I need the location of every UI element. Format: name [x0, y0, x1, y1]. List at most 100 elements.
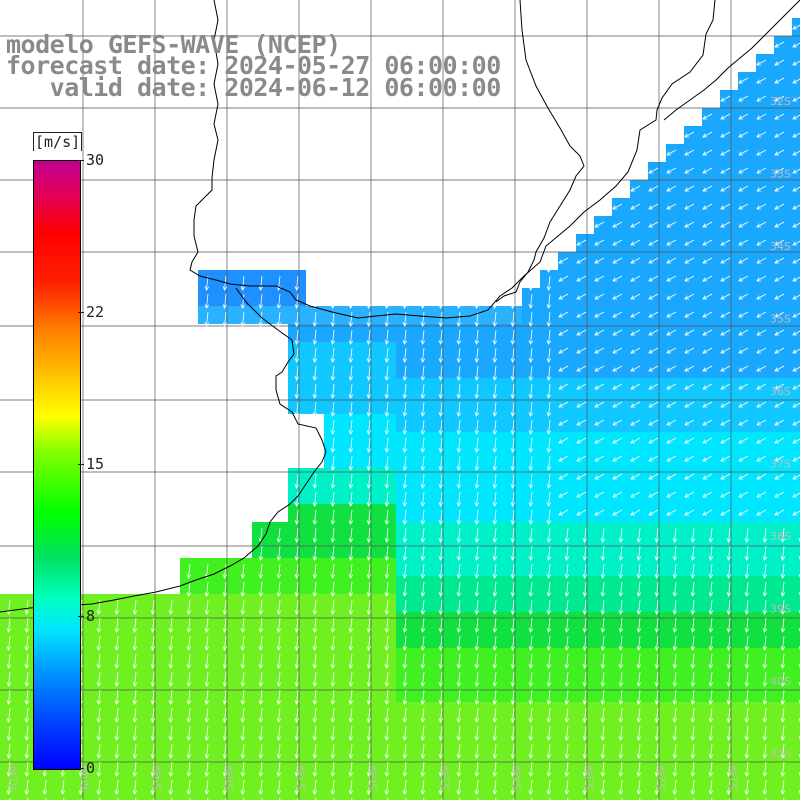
wind-cell	[414, 594, 432, 612]
wind-arrow	[492, 329, 498, 345]
wind-arrow	[348, 617, 354, 633]
wind-arrow	[792, 78, 800, 84]
wind-arrow	[792, 402, 800, 408]
wind-arrow	[492, 635, 498, 651]
wind-cell	[756, 72, 774, 90]
wind-arrow	[630, 293, 641, 300]
wind-cell	[306, 522, 324, 540]
wind-arrow	[798, 538, 800, 542]
wind-cell	[774, 558, 792, 576]
wind-cell	[684, 702, 702, 720]
wind-arrow	[474, 725, 480, 741]
wind-cell	[288, 702, 306, 720]
wind-cell	[738, 558, 756, 576]
wind-arrow	[756, 95, 767, 102]
wind-cell	[18, 792, 36, 800]
wind-cell	[540, 738, 558, 756]
wind-cell	[774, 774, 792, 792]
wind-cell	[432, 558, 450, 576]
wind-cell	[270, 522, 288, 540]
wind-cell	[432, 414, 450, 432]
wind-cell	[90, 666, 108, 684]
wind-arrow	[330, 779, 336, 795]
wind-cell	[108, 738, 126, 756]
wind-cell	[702, 288, 720, 306]
wind-cell	[450, 504, 468, 522]
wind-cell	[774, 612, 792, 630]
wind-arrow	[726, 599, 732, 615]
wind-cell	[774, 396, 792, 414]
wind-cell	[594, 378, 612, 396]
wind-cell	[702, 180, 720, 198]
wind-cell	[648, 504, 666, 522]
wind-cell	[522, 468, 540, 486]
wind-cell	[450, 360, 468, 378]
wind-arrow	[294, 581, 300, 597]
wind-cell	[648, 360, 666, 378]
wind-arrow	[474, 347, 480, 363]
wind-arrow	[474, 491, 480, 507]
wind-arrow	[528, 509, 534, 525]
wind-arrow	[438, 707, 444, 723]
wind-cell	[450, 792, 468, 800]
legend-tick-mark	[78, 616, 84, 617]
wind-arrow	[312, 491, 318, 507]
wind-arrow	[654, 527, 660, 543]
wind-cell	[720, 774, 738, 792]
wind-cell	[720, 468, 738, 486]
wind-arrow	[546, 329, 552, 345]
wind-arrow	[630, 311, 641, 318]
wind-arrow	[708, 671, 714, 687]
wind-cell	[702, 738, 720, 756]
wind-arrow	[612, 365, 623, 372]
wind-cell	[720, 558, 738, 576]
wind-arrow	[546, 401, 552, 417]
wind-cell	[108, 666, 126, 684]
wind-cell	[558, 558, 576, 576]
wind-arrow	[492, 437, 498, 453]
wind-cell	[792, 774, 800, 792]
wind-cell	[396, 378, 414, 396]
wind-arrow	[366, 725, 372, 741]
wind-arrow	[258, 689, 264, 705]
wind-arrow	[492, 365, 498, 381]
wind-cell	[702, 270, 720, 288]
wind-arrow	[438, 545, 444, 561]
wind-cell	[108, 774, 126, 792]
wind-arrow	[348, 761, 354, 777]
wind-arrow	[492, 599, 498, 615]
wind-cell	[378, 720, 396, 738]
wind-arrow	[348, 401, 354, 417]
wind-arrow	[510, 761, 516, 777]
wind-cell	[576, 486, 594, 504]
wind-cell	[90, 684, 108, 702]
wind-cell	[450, 306, 468, 324]
wind-cell	[198, 648, 216, 666]
wind-cell	[306, 540, 324, 558]
wind-cell	[72, 792, 90, 800]
wind-arrow	[684, 509, 695, 516]
wind-arrow	[330, 671, 336, 687]
wind-arrow	[600, 545, 606, 561]
wind-cell	[792, 540, 800, 558]
wind-cell	[486, 774, 504, 792]
wind-arrow	[702, 293, 713, 300]
wind-cell	[378, 432, 396, 450]
wind-cell	[756, 666, 774, 684]
wind-arrow	[774, 41, 785, 48]
wind-arrow	[600, 779, 606, 795]
wind-arrow	[744, 743, 750, 759]
wind-cell	[504, 486, 522, 504]
wind-arrow	[780, 563, 786, 579]
wind-cell	[648, 738, 666, 756]
wind-cell	[558, 720, 576, 738]
wind-arrow	[774, 419, 785, 426]
wind-arrow	[690, 779, 696, 795]
wind-arrow	[420, 545, 426, 561]
wind-cell	[720, 288, 738, 306]
wind-arrow	[294, 401, 300, 417]
wind-arrow	[510, 509, 516, 525]
wind-cell	[630, 486, 648, 504]
wind-cell	[288, 594, 306, 612]
wind-arrow	[366, 545, 372, 561]
